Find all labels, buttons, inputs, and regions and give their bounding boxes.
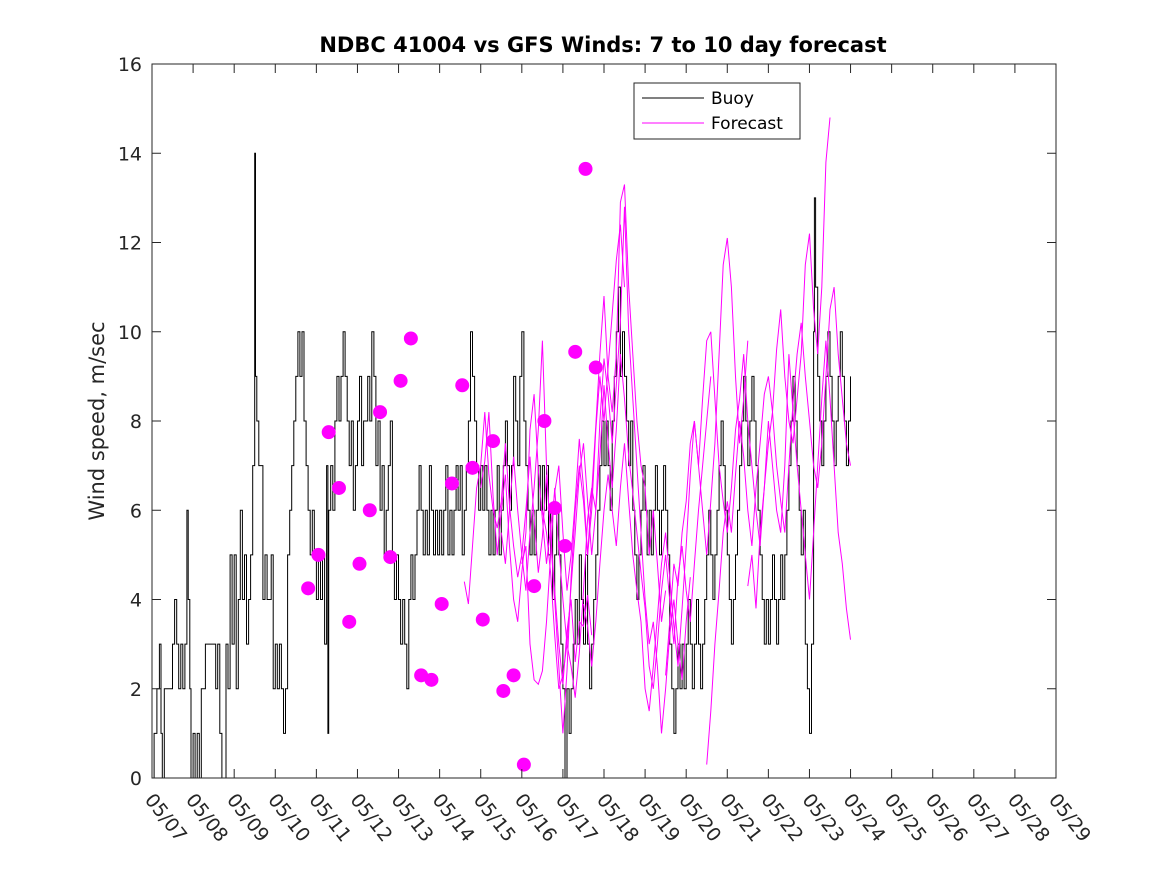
forecast-marker xyxy=(569,345,582,358)
legend: Buoy Forecast xyxy=(634,83,800,139)
y-tick-label: 0 xyxy=(130,768,142,790)
forecast-marker xyxy=(497,684,510,697)
y-tick-label: 10 xyxy=(118,322,142,344)
y-tick-label: 12 xyxy=(118,233,142,255)
forecast-marker xyxy=(343,615,356,628)
chart-title: NDBC 41004 vs GFS Winds: 7 to 10 day for… xyxy=(319,33,886,57)
forecast-marker xyxy=(538,415,551,428)
y-axis-label: Wind speed, m/sec xyxy=(85,321,109,520)
y-tick-label: 16 xyxy=(118,54,142,76)
forecast-marker xyxy=(517,758,530,771)
forecast-marker xyxy=(487,435,500,448)
wind-speed-chart: NDBC 41004 vs GFS Winds: 7 to 10 day for… xyxy=(0,0,1167,875)
forecast-marker xyxy=(579,162,592,175)
figure-background xyxy=(0,0,1167,875)
y-tick-label: 8 xyxy=(130,411,142,433)
forecast-marker xyxy=(435,597,448,610)
forecast-marker xyxy=(363,504,376,517)
legend-forecast-label: Forecast xyxy=(711,114,783,134)
forecast-marker xyxy=(384,551,397,564)
legend-buoy-label: Buoy xyxy=(711,89,754,109)
y-tick-label: 6 xyxy=(130,500,142,522)
forecast-marker xyxy=(404,332,417,345)
y-tick-label: 4 xyxy=(130,590,142,612)
forecast-marker xyxy=(589,361,602,374)
forecast-marker xyxy=(476,613,489,626)
forecast-marker xyxy=(445,477,458,490)
forecast-marker xyxy=(425,673,438,686)
forecast-marker xyxy=(558,539,571,552)
forecast-marker xyxy=(507,669,520,682)
forecast-marker xyxy=(528,580,541,593)
forecast-marker xyxy=(312,548,325,561)
forecast-marker xyxy=(332,481,345,494)
forecast-marker xyxy=(548,502,561,515)
forecast-marker xyxy=(322,426,335,439)
forecast-marker xyxy=(394,374,407,387)
y-tick-label: 14 xyxy=(118,143,142,165)
forecast-marker xyxy=(466,461,479,474)
y-tick-label: 2 xyxy=(130,679,142,701)
forecast-marker xyxy=(374,406,387,419)
forecast-marker xyxy=(302,582,315,595)
forecast-marker xyxy=(353,557,366,570)
forecast-marker xyxy=(456,379,469,392)
